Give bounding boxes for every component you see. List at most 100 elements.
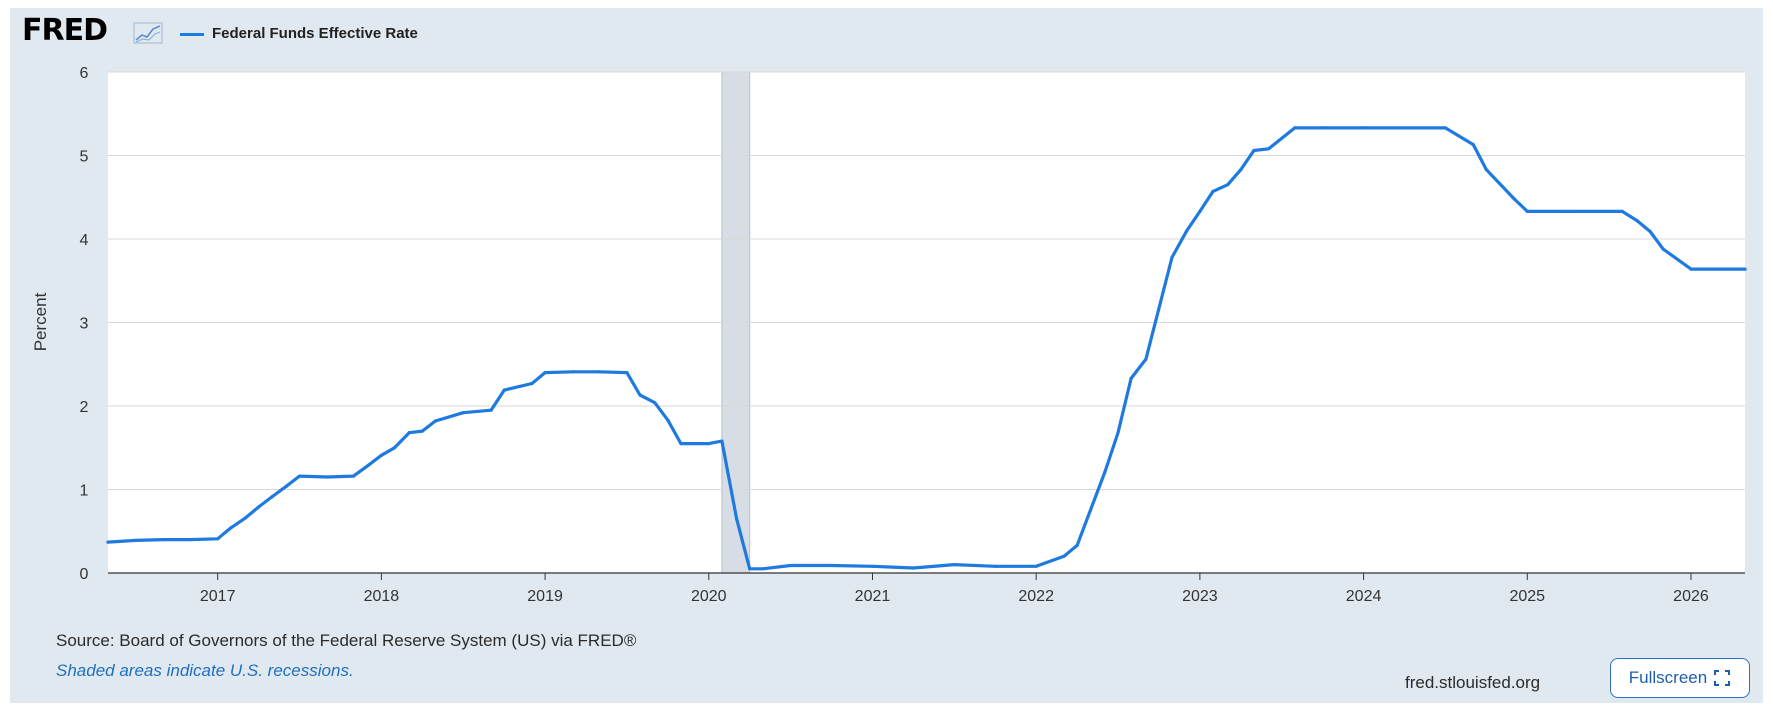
data-point <box>257 505 261 509</box>
data-point <box>1661 247 1665 251</box>
data-point <box>735 517 739 521</box>
x-tick-label: 2025 <box>1509 588 1545 605</box>
data-point <box>229 526 233 530</box>
data-point <box>392 446 397 450</box>
data-point <box>1239 168 1243 172</box>
data-point <box>666 418 670 422</box>
data-point <box>1252 148 1256 153</box>
data-point <box>433 419 437 423</box>
data-point <box>911 566 916 570</box>
data-point <box>1743 267 1747 271</box>
y-tick-label: 4 <box>80 232 89 249</box>
y-tick-label: 5 <box>80 149 89 166</box>
data-point <box>407 431 411 435</box>
data-point <box>1689 267 1693 271</box>
data-point <box>366 463 370 467</box>
data-point <box>162 538 166 542</box>
data-point <box>1198 209 1202 213</box>
site-link[interactable]: fred.stlouisfed.org <box>1405 673 1541 692</box>
fred-logo[interactable]: FRED <box>22 13 108 48</box>
data-point <box>502 388 506 392</box>
x-tick-label: 2023 <box>1182 588 1218 605</box>
data-point <box>461 411 465 415</box>
data-point <box>530 381 534 386</box>
x-tick-label: 2019 <box>527 588 563 605</box>
data-point <box>489 408 493 412</box>
x-tick-label: 2021 <box>855 588 891 605</box>
data-point <box>1512 197 1516 201</box>
data-point <box>1525 209 1529 213</box>
data-point <box>1471 143 1475 147</box>
data-point <box>653 401 657 405</box>
y-axis-ticks: 0 1 2 3 4 5 6 <box>80 65 89 583</box>
data-point <box>325 475 329 479</box>
recession-note: Shaded areas indicate U.S. recessions. <box>56 661 354 680</box>
data-point <box>1062 554 1066 558</box>
y-tick-label: 3 <box>80 316 89 333</box>
x-axis-ticks: 2017 2018 2019 2020 2021 2022 2023 2024 2025 2026 <box>200 573 1709 605</box>
data-point <box>720 439 724 443</box>
fullscreen-button[interactable]: Fullscreen <box>1610 658 1750 698</box>
data-point <box>379 453 383 457</box>
data-point <box>1211 189 1215 193</box>
x-tick-label: 2018 <box>364 588 400 605</box>
data-point <box>679 442 683 446</box>
data-point <box>625 371 629 375</box>
y-tick-label: 2 <box>80 399 89 416</box>
data-point <box>1116 431 1120 435</box>
data-point <box>952 563 956 567</box>
data-point <box>1267 147 1271 151</box>
x-tick-label: 2020 <box>691 588 727 605</box>
y-tick-label: 1 <box>80 483 89 500</box>
data-point <box>1635 219 1639 223</box>
data-point <box>1170 255 1174 259</box>
data-point <box>870 564 875 568</box>
data-point <box>1443 126 1447 130</box>
data-point <box>1648 229 1652 234</box>
data-point <box>351 474 356 478</box>
data-point <box>571 370 575 374</box>
data-point <box>1034 564 1038 568</box>
data-point <box>993 564 997 568</box>
data-point <box>1129 376 1133 380</box>
series-layer <box>106 126 1747 571</box>
x-tick-label: 2017 <box>200 588 236 605</box>
data-point <box>830 563 834 568</box>
data-point <box>1293 126 1297 130</box>
y-tick-label: 0 <box>80 566 89 583</box>
data-point <box>188 538 192 542</box>
data-point <box>1075 543 1079 548</box>
x-tick-label: 2024 <box>1346 588 1382 605</box>
data-point <box>1226 183 1230 187</box>
data-point <box>1144 357 1148 361</box>
chart-graph-icon <box>133 22 163 44</box>
data-point <box>243 516 248 520</box>
data-point <box>1103 470 1107 474</box>
data-point <box>597 370 601 374</box>
data-point <box>284 484 288 488</box>
data-point <box>1484 168 1488 172</box>
data-point <box>761 567 765 571</box>
data-point <box>1566 209 1570 213</box>
legend-swatch <box>180 33 204 36</box>
data-point <box>270 495 274 499</box>
data-point <box>216 537 220 541</box>
data-point <box>297 474 302 478</box>
data-point <box>638 393 642 397</box>
data-point <box>1185 229 1189 233</box>
data-point <box>748 567 752 571</box>
data-point <box>707 442 711 446</box>
fullscreen-icon <box>1714 670 1731 686</box>
fullscreen-label: Fullscreen <box>1628 668 1708 687</box>
data-point <box>543 371 547 375</box>
data-point <box>106 540 110 544</box>
source-note: Source: Board of Governors of the Federa… <box>56 631 637 650</box>
data-point <box>1321 126 1325 130</box>
legend-label: Federal Funds Effective Rate <box>212 25 418 42</box>
data-point <box>420 429 424 433</box>
data-point <box>789 563 793 568</box>
data-point <box>1620 209 1624 213</box>
x-tick-label: 2026 <box>1673 588 1709 605</box>
series-line <box>106 126 1747 571</box>
